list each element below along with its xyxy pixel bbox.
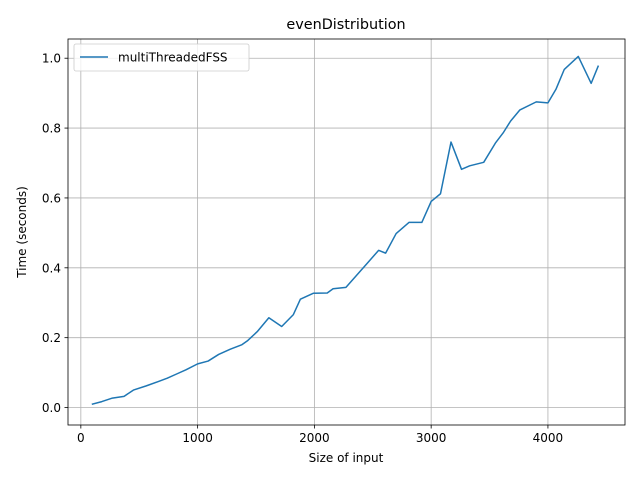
series-layer: [91, 55, 600, 405]
series-line-multithreadedfss: [91, 55, 600, 405]
x-axis-label: Size of input: [309, 451, 384, 465]
x-tick-label: 1000: [182, 431, 213, 445]
y-tick-label: 0.4: [42, 261, 61, 275]
y-tick-label: 0.8: [42, 122, 61, 136]
plot-area-frame: [67, 38, 626, 426]
legend: multiThreadedFSS: [73, 43, 250, 72]
y-axis-label: Time (seconds): [15, 186, 29, 279]
y-tick-label: 0.2: [42, 331, 61, 345]
y-tick-label: 0.0: [42, 401, 61, 415]
chart-title: evenDistribution: [286, 17, 405, 33]
y-tick-label: 0.6: [42, 191, 61, 205]
x-tick-label: 2000: [299, 431, 330, 445]
x-tick-label: 3000: [416, 431, 447, 445]
y-tick-label: 1.0: [42, 52, 61, 66]
x-tick-label: 4000: [533, 431, 564, 445]
x-tick-label: 0: [77, 431, 85, 445]
axis-ticks: 0 1000 2000 3000 4000 0.0 0.2 0.4 0.6 0.8 1.0: [42, 52, 563, 445]
legend-label-multithreadedfss: multiThreadedFSS: [118, 51, 228, 65]
legend-box: [73, 43, 250, 72]
